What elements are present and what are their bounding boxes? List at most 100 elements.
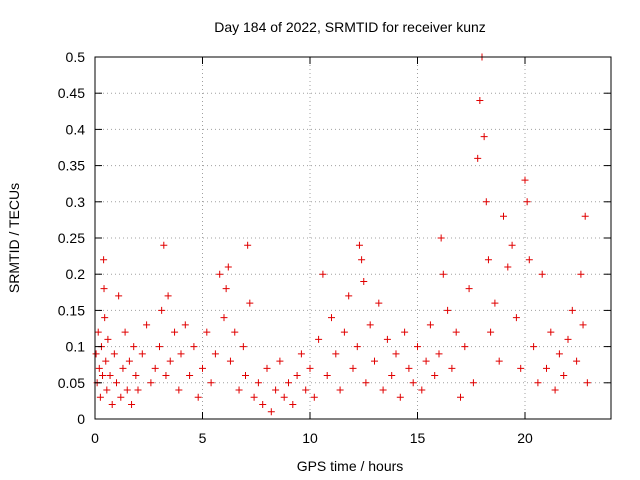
data-point [319,270,327,278]
data-point [457,393,464,401]
data-point [104,335,112,343]
data-point [577,270,585,278]
y-tick-label: 0.1 [66,339,86,355]
data-point [207,379,215,387]
data-point [94,328,102,336]
data-point [371,357,378,365]
data-point [437,234,445,242]
x-tick-label: 5 [199,430,207,446]
data-point [100,256,108,264]
tick-labels: 0 5 10 15 20 0 0.05 0.1 0.15 0.2 0.25 0.3 0.35 0.4 0.4… [58,49,533,446]
y-tick-label: 0.2 [66,266,86,282]
data-point [409,379,417,387]
data-point [487,328,495,336]
data-point [108,401,116,409]
data-point [128,401,136,409]
data-point [564,335,572,343]
data-point [405,364,413,372]
data-point [244,241,252,249]
data-point [396,393,404,401]
x-tick-label: 10 [302,430,318,446]
data-point [555,350,563,358]
y-tick-label: 0.35 [58,158,85,174]
data-point [130,343,138,351]
data-point [99,372,107,380]
y-tick-label: 0.25 [58,230,85,246]
data-point [358,256,366,264]
data-point [151,364,159,372]
data-points [92,53,591,416]
data-point [143,321,151,329]
data-point [500,212,507,220]
data-point [276,357,284,365]
data-point [323,372,331,380]
y-tick-label: 0.05 [58,375,85,391]
data-point [164,292,172,300]
data-point [306,364,314,372]
data-point [484,256,492,264]
data-point [349,364,357,372]
data-point [579,321,587,329]
data-point [495,357,503,365]
x-tick-label: 0 [91,430,99,446]
data-point [272,386,280,394]
data-point [285,379,292,387]
data-point [547,328,555,336]
data-point [103,386,111,394]
data-point [115,292,123,300]
data-point [254,379,262,387]
data-point [414,343,421,351]
y-tick-label: 0.15 [58,302,85,318]
data-point [310,393,318,401]
data-point [375,299,383,307]
data-point [125,357,133,365]
data-point [345,292,353,300]
data-point [568,306,576,314]
data-point [267,408,275,416]
data-point [117,393,125,401]
data-point [521,176,529,184]
data-point [491,299,499,307]
data-point [134,386,142,394]
data-point [551,386,559,394]
y-tick-label: 0.45 [58,85,85,101]
data-point [534,379,542,387]
data-point [181,321,189,329]
data-point [222,285,230,293]
data-point [573,357,581,365]
data-point [530,343,538,351]
data-point [482,198,490,206]
data-point [426,321,434,329]
data-point [439,270,447,278]
y-axis-label: SRMTID / TECUs [6,183,22,293]
data-point [175,386,183,394]
data-point [543,364,550,372]
data-point [171,328,179,336]
data-point [138,350,146,358]
data-point [231,328,239,336]
data-point [239,343,247,351]
x-axis-label: GPS time / hours [297,458,404,474]
data-point [289,401,297,409]
data-point [401,328,409,336]
data-point [177,350,185,358]
data-point [525,256,533,264]
data-point [166,357,174,365]
data-point [340,328,348,336]
chart-title: Day 184 of 2022, SRMTID for receiver kun… [214,19,486,35]
data-point [293,372,301,380]
data-point [517,364,525,372]
data-point [220,314,228,322]
y-tick-label: 0 [77,411,85,427]
data-point [194,393,202,401]
tick-marks [94,56,611,420]
data-point [100,285,108,293]
data-point [366,321,374,329]
data-point [224,263,232,271]
data-point [203,328,211,336]
data-point [469,379,477,387]
data-point [512,314,520,322]
data-point [123,386,131,394]
data-point [162,372,170,380]
